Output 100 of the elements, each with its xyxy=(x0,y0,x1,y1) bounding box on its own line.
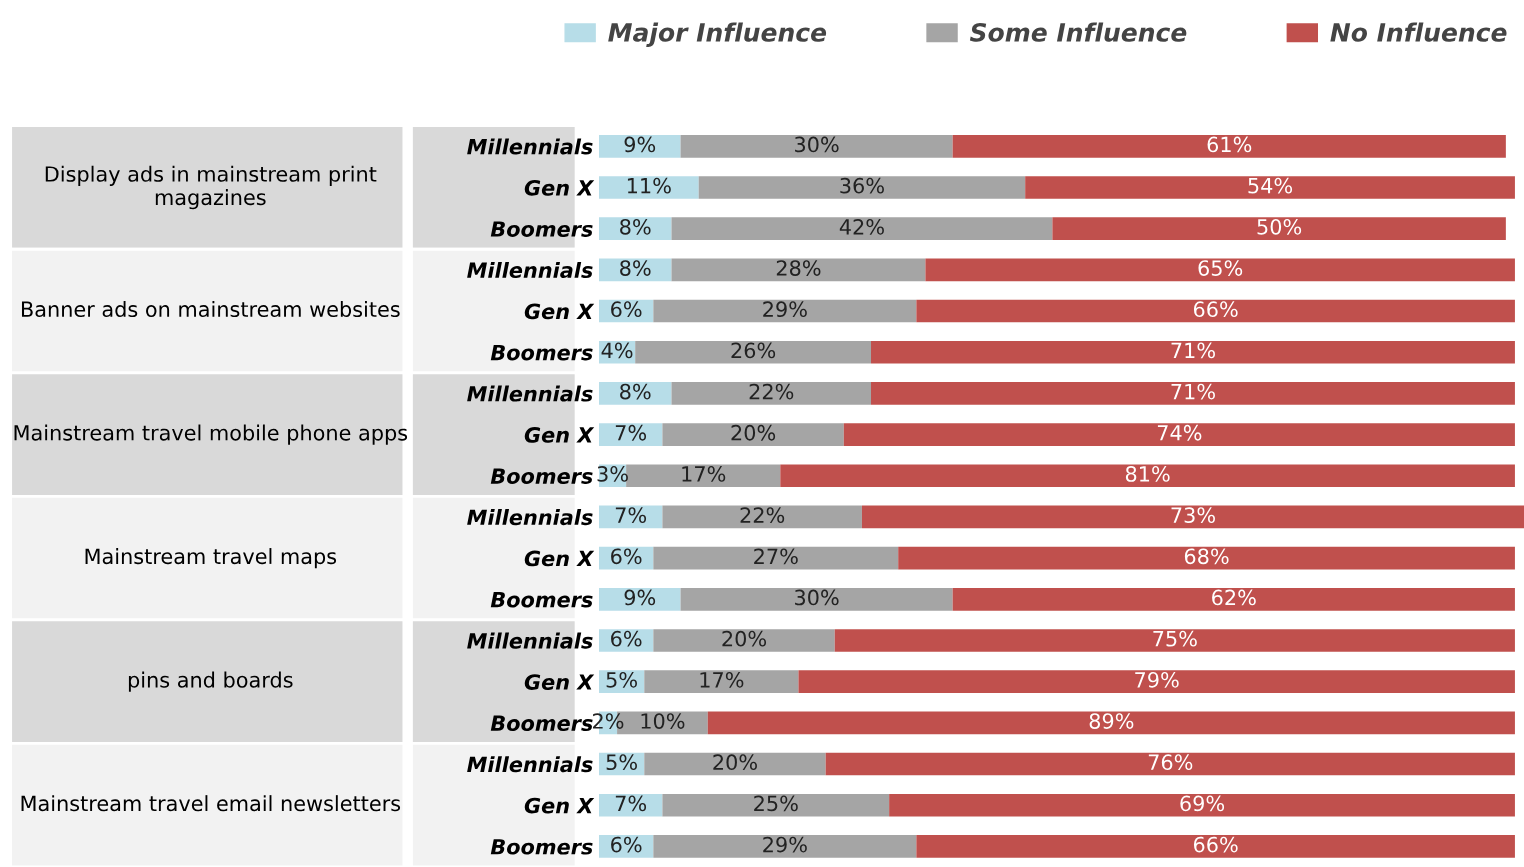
y-tick-label: Millennials xyxy=(467,632,593,649)
y-tick-label: Boomers xyxy=(490,839,593,855)
data-label: 8% xyxy=(620,260,651,276)
y-tick-label: Millennials xyxy=(467,385,593,402)
data-label: 71% xyxy=(1171,383,1215,400)
bar xyxy=(889,793,1515,817)
data-label: 5% xyxy=(606,754,637,771)
bar xyxy=(635,340,872,364)
data-label: 11% xyxy=(627,177,671,194)
bar xyxy=(698,176,1026,199)
y-tick-label: Boomers xyxy=(490,468,593,484)
bar xyxy=(707,711,1515,735)
y-tick-label: Gen X xyxy=(524,179,595,196)
data-label: 62% xyxy=(1212,589,1256,606)
bar xyxy=(598,423,663,446)
bar xyxy=(598,217,672,240)
bar xyxy=(626,464,781,488)
bar xyxy=(671,217,1053,240)
data-label: 50% xyxy=(1257,218,1302,235)
data-label: 89% xyxy=(1089,713,1134,729)
y-tick-label: Boomers xyxy=(490,592,593,608)
legend-label: Some Influence xyxy=(969,22,1187,42)
data-label: 6% xyxy=(611,630,642,647)
data-label: 5% xyxy=(606,671,637,688)
bar xyxy=(916,835,1515,858)
y-tick-label: Gen X xyxy=(524,674,595,690)
text: Mainstream travel maps xyxy=(85,548,337,569)
data-label: 7% xyxy=(615,507,647,523)
data-label: 30% xyxy=(795,589,839,606)
data-label: 28% xyxy=(776,260,821,276)
bar xyxy=(653,835,917,858)
data-label: 25% xyxy=(754,795,798,812)
bar xyxy=(952,587,1515,611)
y-tick-label: Boomers xyxy=(490,221,593,237)
data-label: 73% xyxy=(1171,507,1215,523)
bar xyxy=(644,670,799,693)
data-label: 26% xyxy=(731,342,776,359)
data-label: 61% xyxy=(1207,136,1252,153)
bar xyxy=(1025,176,1515,199)
data-label: 7% xyxy=(615,795,647,812)
bar xyxy=(1052,217,1506,240)
y-tick-label: Gen X xyxy=(524,550,595,567)
y-tick-label: Gen X xyxy=(524,303,595,320)
bar xyxy=(662,793,890,817)
bar xyxy=(898,546,1515,570)
y-tick-label: Millennials xyxy=(467,509,593,526)
data-label: 79% xyxy=(1135,671,1179,688)
data-label: 10% xyxy=(641,713,685,729)
bar xyxy=(671,382,872,405)
bar xyxy=(653,546,899,570)
data-label: 65% xyxy=(1198,260,1243,276)
y-tick-label: Millennials xyxy=(467,261,593,279)
data-label: 74% xyxy=(1157,424,1202,441)
data-label: 22% xyxy=(740,507,785,523)
legend-label: Major Influence xyxy=(608,22,827,47)
data-label: 30% xyxy=(795,136,839,153)
data-label: 29% xyxy=(763,836,807,853)
data-label: 7% xyxy=(615,424,647,441)
data-label: 76% xyxy=(1148,754,1193,771)
bar xyxy=(644,752,826,776)
bar xyxy=(861,505,1524,529)
data-label: 8% xyxy=(620,218,651,235)
bar xyxy=(798,670,1515,693)
data-label: 68% xyxy=(1184,548,1229,565)
bar xyxy=(662,505,862,529)
bar xyxy=(834,629,1515,652)
data-label: 8% xyxy=(620,383,651,400)
data-label: 17% xyxy=(700,671,744,688)
y-tick-label: Boomers xyxy=(490,344,593,361)
data-label: 69% xyxy=(1180,795,1225,812)
y-tick-label: Boomers xyxy=(490,715,593,732)
bar xyxy=(598,176,699,199)
bar xyxy=(952,134,1506,158)
data-label: 4% xyxy=(601,342,633,359)
data-label: 9% xyxy=(624,589,656,606)
bar xyxy=(662,423,844,446)
text: Display ads in mainstream print magazines xyxy=(45,165,377,210)
data-label: 3% xyxy=(597,466,628,482)
text: Banner ads on mainstream websites xyxy=(21,300,400,318)
text: pins and boards xyxy=(128,671,293,692)
data-label: 22% xyxy=(749,383,794,400)
bar xyxy=(871,382,1515,405)
bar xyxy=(653,299,917,323)
data-label: 42% xyxy=(839,218,884,235)
text: Mainstream travel mobile phone apps xyxy=(14,424,408,445)
data-label: 2% xyxy=(593,713,624,729)
bar xyxy=(598,587,681,611)
bar xyxy=(925,258,1515,282)
data-label: 71% xyxy=(1171,342,1215,359)
data-label: 6% xyxy=(611,301,642,318)
data-label: 6% xyxy=(611,548,642,565)
data-label: 66% xyxy=(1193,836,1238,853)
data-label: 54% xyxy=(1248,177,1293,194)
bar xyxy=(598,382,672,405)
bar xyxy=(653,629,835,652)
bar xyxy=(871,340,1515,364)
data-label: 20% xyxy=(731,424,776,441)
bar xyxy=(671,258,926,282)
bar xyxy=(598,134,681,158)
data-label: 36% xyxy=(840,177,884,194)
